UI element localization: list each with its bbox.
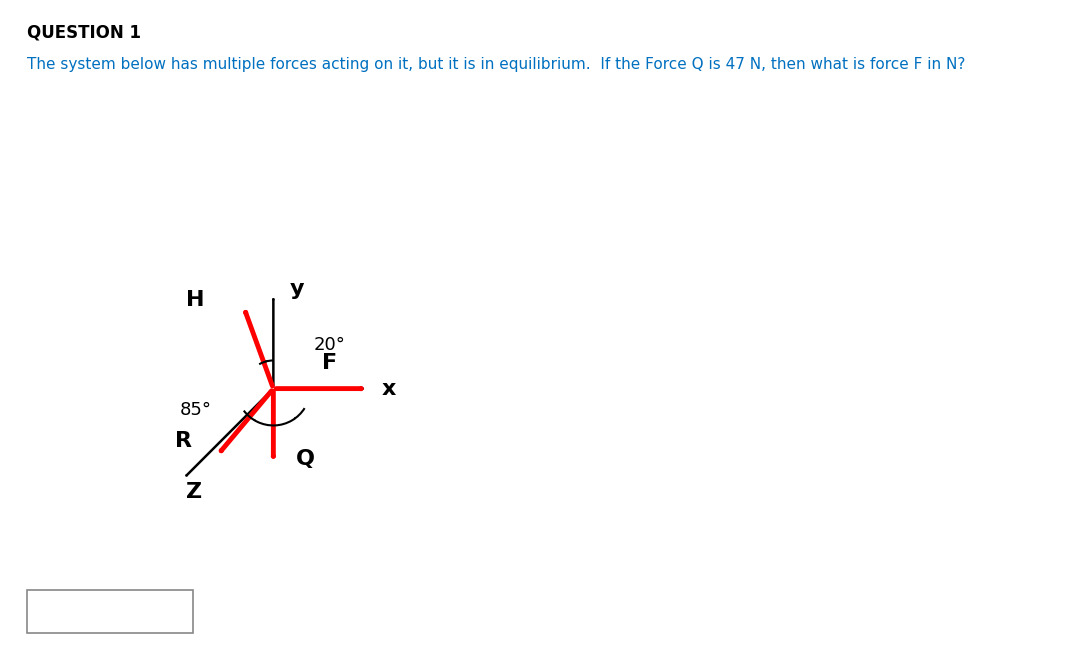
Text: Z: Z [187, 482, 203, 502]
Text: 85°: 85° [180, 401, 212, 419]
Text: QUESTION 1: QUESTION 1 [27, 23, 140, 42]
Text: The system below has multiple forces acting on it, but it is in equilibrium.  If: The system below has multiple forces act… [27, 57, 965, 72]
Text: Q: Q [296, 449, 315, 469]
Text: F: F [322, 353, 338, 373]
Text: 20°: 20° [314, 336, 346, 354]
Text: R: R [175, 431, 192, 451]
Text: x: x [382, 379, 396, 399]
Text: y: y [289, 279, 304, 299]
Bar [27, 590, 193, 633]
Text: H: H [187, 290, 205, 310]
